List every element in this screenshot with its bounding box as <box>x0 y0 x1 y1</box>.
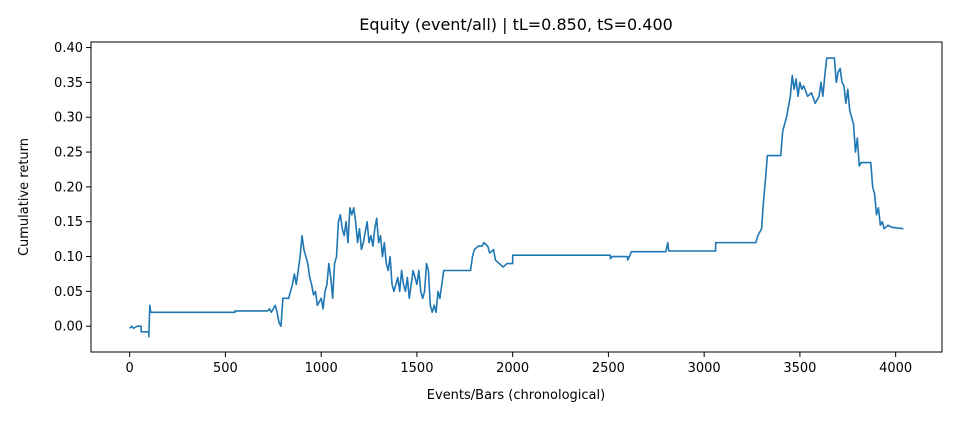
y-tick-label: 0.30 <box>54 111 83 126</box>
y-axis-label: Cumulative return <box>17 138 32 256</box>
x-tick-label: 0 <box>126 361 134 376</box>
y-tick-label: 0.40 <box>54 41 83 56</box>
y-tick-label: 0.35 <box>54 76 83 91</box>
x-tick-label: 500 <box>213 361 238 376</box>
plot-frame <box>90 41 943 353</box>
x-tick-label: 3500 <box>783 361 816 376</box>
x-axis-label: Events/Bars (chronological) <box>427 388 605 403</box>
y-tick-label: 0.00 <box>54 320 83 335</box>
x-tick-label: 4000 <box>879 361 912 376</box>
x-tick-label: 1000 <box>305 361 338 376</box>
line-series <box>129 57 904 338</box>
y-tick-label: 0.05 <box>54 285 83 300</box>
x-tick-label: 2000 <box>496 361 529 376</box>
y-tick-label: 0.10 <box>54 250 83 265</box>
y-tick-label: 0.20 <box>54 180 83 195</box>
x-tick-label: 1500 <box>400 361 433 376</box>
x-tick-label: 2500 <box>592 361 625 376</box>
y-tick-label: 0.25 <box>54 146 83 161</box>
y-tick-label: 0.15 <box>54 215 83 230</box>
chart-title: Equity (event/all) | tL=0.850, tS=0.400 <box>359 15 673 34</box>
x-tick-label: 3000 <box>688 361 721 376</box>
